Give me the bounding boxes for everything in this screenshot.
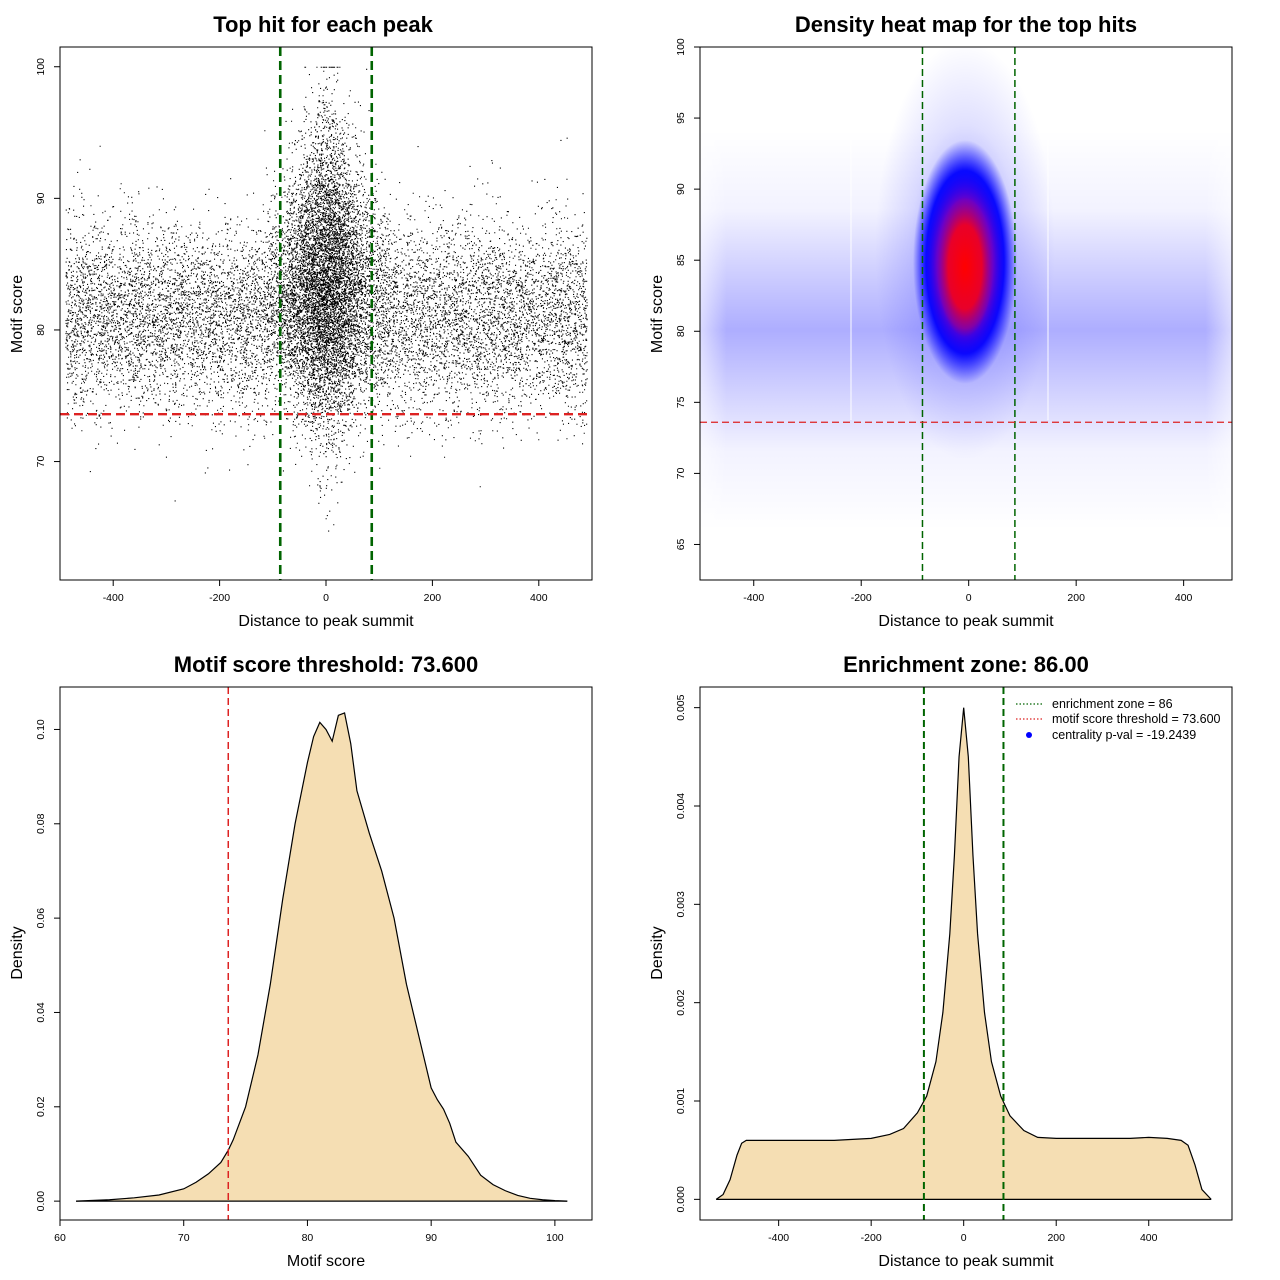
y-tick-label: 70 bbox=[675, 467, 687, 479]
x-axis-label: Distance to peak summit bbox=[238, 613, 414, 630]
y-tick-label: 70 bbox=[35, 456, 47, 468]
legend: enrichment zone = 86 motif score thresho… bbox=[1016, 697, 1221, 742]
y-tick-label: 0.08 bbox=[35, 813, 47, 834]
plot-frame bbox=[699, 686, 1233, 1221]
y-axis-label: Density bbox=[649, 926, 666, 979]
y-tick-label: 90 bbox=[35, 192, 47, 204]
y-tick-label: 100 bbox=[675, 38, 687, 56]
density-fill bbox=[76, 712, 568, 1202]
y-tick-label: 0.004 bbox=[675, 793, 687, 819]
y-axis: 70 80 90 100 bbox=[35, 58, 61, 468]
y-tick-label: 0.001 bbox=[675, 1088, 687, 1114]
x-tick-label: 200 bbox=[424, 592, 442, 604]
panel-distance-density: Enrichment zone: 86.00 Distance to peak … bbox=[649, 652, 1233, 1270]
heat-core-red bbox=[937, 197, 993, 337]
x-tick-label: -200 bbox=[851, 592, 872, 604]
chart-title: Enrichment zone: 86.00 bbox=[843, 652, 1089, 677]
x-axis-label: Motif score bbox=[287, 1253, 365, 1270]
x-axis: -400 -200 0 200 400 bbox=[743, 579, 1193, 604]
x-tick-label: 0 bbox=[966, 592, 972, 604]
density-line bbox=[76, 712, 568, 1202]
panel-score-density: Motif score threshold: 73.600 Motif scor… bbox=[9, 652, 593, 1270]
x-tick-label: 0 bbox=[961, 1232, 967, 1244]
heat-map-field bbox=[700, 47, 1232, 580]
y-tick-label: 75 bbox=[675, 396, 687, 408]
density-curve bbox=[76, 712, 568, 1202]
plot-frame bbox=[59, 686, 593, 1221]
x-tick-label: -200 bbox=[861, 1232, 882, 1244]
x-tick-label: 200 bbox=[1067, 592, 1085, 604]
density-line bbox=[715, 707, 1212, 1200]
x-tick-label: 90 bbox=[425, 1232, 437, 1244]
scatter-point-cloud bbox=[65, 66, 588, 532]
x-tick-label: 0 bbox=[323, 592, 329, 604]
y-axis-label: Motif score bbox=[9, 275, 26, 353]
x-axis: -400 -200 0 200 400 bbox=[103, 579, 548, 604]
y-tick-label: 0.10 bbox=[35, 719, 47, 740]
chart-title: Density heat map for the top hits bbox=[795, 12, 1137, 37]
reference-lines bbox=[922, 687, 1005, 1220]
y-tick-label: 0.002 bbox=[675, 989, 687, 1015]
plot-frame bbox=[699, 46, 1233, 581]
x-tick-label: -400 bbox=[743, 592, 764, 604]
x-tick-label: 400 bbox=[1140, 1232, 1158, 1244]
y-tick-label: 0.005 bbox=[675, 694, 687, 720]
y-tick-label: 0.00 bbox=[35, 1191, 47, 1212]
y-axis-label: Motif score bbox=[649, 275, 666, 353]
density-curve bbox=[715, 707, 1212, 1200]
y-axis: 0.00 0.02 0.04 0.06 0.08 0.10 bbox=[35, 719, 61, 1212]
y-tick-label: 80 bbox=[675, 325, 687, 337]
panel-top-hits-scatter: Top hit for each peak Distance to peak s… bbox=[9, 12, 593, 630]
chart-title: Top hit for each peak bbox=[213, 12, 433, 37]
x-tick-label: 100 bbox=[546, 1232, 564, 1244]
y-tick-label: 80 bbox=[35, 324, 47, 336]
x-tick-label: 60 bbox=[54, 1232, 66, 1244]
x-tick-label: 400 bbox=[530, 592, 548, 604]
x-axis: -400 -200 0 200 400 bbox=[768, 1219, 1158, 1244]
legend-point-pval bbox=[1026, 732, 1032, 738]
y-tick-label: 85 bbox=[675, 254, 687, 266]
x-axis: 60 70 80 90 100 bbox=[54, 1219, 564, 1244]
x-axis-label: Distance to peak summit bbox=[878, 1253, 1054, 1270]
panel-density-heatmap: Density heat map for the top hits Distan… bbox=[649, 12, 1233, 630]
legend-label-threshold: motif score threshold = 73.600 bbox=[1052, 712, 1221, 726]
legend-label-enrichment: enrichment zone = 86 bbox=[1052, 697, 1173, 711]
chart-title: Motif score threshold: 73.600 bbox=[174, 652, 478, 677]
x-axis-label: Distance to peak summit bbox=[878, 613, 1054, 630]
reference-lines bbox=[700, 47, 1232, 580]
y-tick-label: 0.003 bbox=[675, 891, 687, 917]
legend-label-pval: centrality p-val = -19.2439 bbox=[1052, 728, 1196, 742]
y-tick-label: 90 bbox=[675, 183, 687, 195]
y-tick-label: 95 bbox=[675, 112, 687, 124]
y-tick-label: 0.04 bbox=[35, 1002, 47, 1023]
x-tick-label: 200 bbox=[1047, 1232, 1065, 1244]
x-tick-label: -400 bbox=[768, 1232, 789, 1244]
plot-frame bbox=[59, 46, 593, 581]
y-axis: 0.000 0.001 0.002 0.003 0.004 0.005 bbox=[675, 694, 701, 1212]
x-tick-label: -400 bbox=[103, 592, 124, 604]
x-tick-label: 70 bbox=[178, 1232, 190, 1244]
y-tick-label: 100 bbox=[35, 58, 47, 76]
density-fill bbox=[716, 707, 1212, 1200]
y-tick-label: 0.06 bbox=[35, 908, 47, 929]
x-tick-label: -200 bbox=[209, 592, 230, 604]
y-tick-label: 65 bbox=[675, 538, 687, 550]
scatter-points bbox=[65, 66, 588, 532]
x-tick-label: 400 bbox=[1175, 592, 1193, 604]
y-tick-label: 0.02 bbox=[35, 1096, 47, 1117]
y-axis-label: Density bbox=[9, 926, 26, 979]
x-tick-label: 80 bbox=[302, 1232, 314, 1244]
reference-lines bbox=[60, 47, 592, 580]
y-axis: 65 70 75 80 85 90 95 100 bbox=[675, 38, 701, 550]
y-tick-label: 0.000 bbox=[675, 1186, 687, 1212]
